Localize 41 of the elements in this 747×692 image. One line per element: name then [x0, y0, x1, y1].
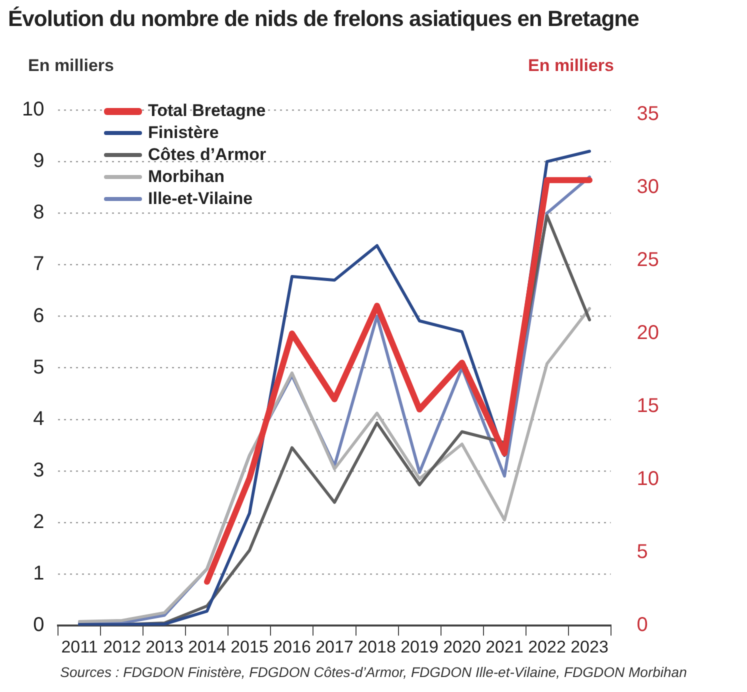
y-tick-label: 9: [33, 150, 44, 172]
y-tick-label: 2: [33, 510, 44, 533]
y-tick-label: 5: [33, 356, 44, 378]
legend-label: Total Bretagne: [148, 100, 266, 122]
x-tick-label: 2022: [528, 637, 566, 656]
y-tick-label: 8: [33, 202, 44, 224]
x-tick-label: 2013: [146, 637, 184, 656]
y-tick-label: 10: [22, 98, 44, 121]
y2-tick-label: 0: [636, 614, 648, 636]
x-tick-label: 2015: [230, 637, 268, 656]
x-tick-label: 2011: [61, 637, 98, 656]
y2-tick-label: 15: [636, 395, 660, 418]
x-tick-label: 2018: [358, 637, 396, 656]
y-tick-label: 7: [33, 253, 44, 276]
y-tick-label: 3: [33, 459, 44, 482]
x-tick-label: 2016: [273, 637, 311, 656]
y2-axis-title: En milliers: [528, 56, 614, 76]
x-tick-label: 2020: [443, 637, 481, 656]
y2-tick-label: 10: [636, 468, 660, 490]
x-tick-label: 2023: [570, 637, 608, 656]
y-tick-label: 0: [33, 614, 44, 636]
y2-tick-label: 30: [636, 176, 660, 198]
legend-label: Finistère: [148, 122, 219, 144]
y-tick-label: 1: [33, 562, 44, 585]
x-tick-label: 2021: [486, 637, 524, 656]
y2-tick-label: 35: [636, 102, 660, 125]
x-tick-label: 2012: [103, 637, 141, 656]
x-tick-label: 2014: [188, 637, 226, 656]
y-tick-label: 6: [33, 304, 44, 327]
y2-tick-label: 20: [636, 322, 660, 344]
x-tick-label: 2017: [316, 637, 354, 656]
x-tick-label: 2019: [400, 637, 438, 656]
legend-label: Ille-et-Vilaine: [148, 188, 253, 210]
source-note: Sources : FDGDON Finistère, FDGDON Côtes-d’Armor, FDGDON Ille-et-Vilaine, FDGDON Morbihan: [59, 664, 688, 680]
y-axis-title: En milliers: [28, 56, 114, 76]
legend-label: Morbihan: [148, 166, 224, 188]
legend-label: Côtes d’Armor: [148, 144, 266, 166]
chart-title: Évolution du nombre de nids de frelons asiatiques en Bretagne: [8, 6, 639, 32]
y2-tick-label: 25: [636, 248, 660, 271]
y2-tick-label: 5: [636, 541, 648, 564]
y-tick-label: 4: [33, 408, 44, 430]
